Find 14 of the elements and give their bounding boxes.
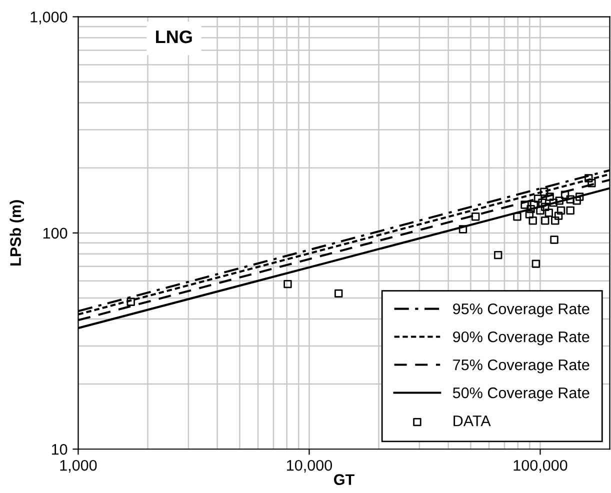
y-tick-label: 10 [52,444,68,455]
legend-label: DATA [454,416,491,426]
y-axis-title: LPSb (m) [10,200,24,266]
x-axis-title: GT [334,474,354,486]
x-tick-label: 10,000 [287,460,332,473]
y-tick-label: 100 [43,228,68,239]
legend-label: 75% Coverage Rate [453,359,590,374]
y-tick-label: 1,000 [30,12,68,24]
legend-label: 50% Coverage Rate [452,387,590,402]
legend-label: 90% Coverage Rate [453,331,590,346]
x-tick-label: 100,000 [514,460,568,473]
annotation: LNG [156,30,192,44]
x-tick-label: 1,000 [60,460,97,473]
legend-label: 95% Coverage Rate [453,303,590,318]
